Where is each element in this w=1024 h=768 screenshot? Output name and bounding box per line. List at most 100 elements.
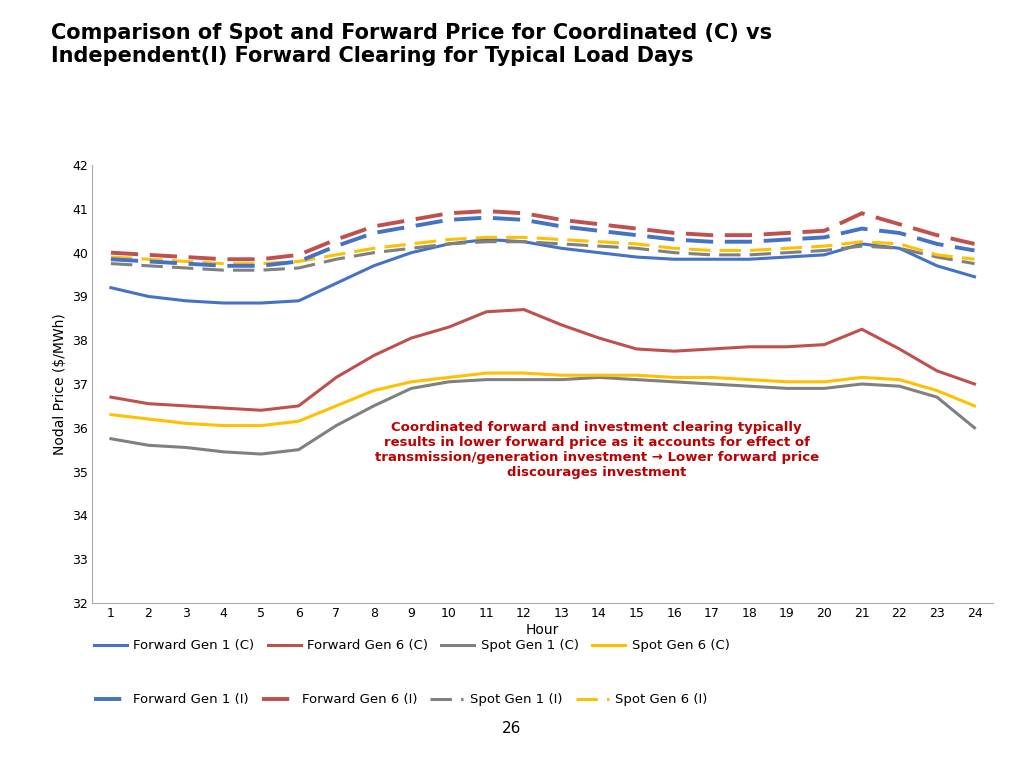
Forward Gen 1 (C) — [255, 299, 267, 308]
Spot Gen 6 (C) — [406, 377, 418, 386]
Spot Gen 6 (I) — [368, 243, 380, 253]
Forward Gen 6 (C) — [631, 344, 643, 353]
Spot Gen 6 (C) — [668, 372, 680, 382]
Forward Gen 1 (C) — [743, 255, 756, 264]
Forward Gen 6 (I) — [743, 230, 756, 240]
Spot Gen 1 (I) — [818, 246, 830, 255]
Forward Gen 6 (C) — [518, 305, 530, 314]
Text: 26: 26 — [503, 721, 521, 737]
Forward Gen 6 (C) — [593, 333, 605, 343]
Forward Gen 1 (C) — [368, 261, 380, 270]
Spot Gen 1 (C) — [593, 372, 605, 382]
Spot Gen 1 (I) — [217, 266, 229, 275]
Spot Gen 1 (I) — [368, 248, 380, 257]
Forward Gen 6 (C) — [480, 307, 493, 316]
Spot Gen 1 (I) — [706, 250, 718, 260]
Forward Gen 6 (I) — [293, 250, 305, 260]
Forward Gen 6 (I) — [480, 207, 493, 216]
Forward Gen 1 (C) — [818, 250, 830, 260]
Spot Gen 1 (C) — [142, 441, 155, 450]
Forward Gen 1 (C) — [406, 248, 418, 257]
Forward Gen 6 (I) — [931, 230, 943, 240]
Forward Gen 1 (I) — [555, 222, 567, 231]
Spot Gen 6 (C) — [893, 375, 905, 384]
Spot Gen 6 (C) — [330, 401, 342, 410]
Forward Gen 6 (I) — [893, 220, 905, 229]
Spot Gen 1 (C) — [631, 375, 643, 384]
Spot Gen 1 (C) — [818, 384, 830, 393]
Forward Gen 1 (C) — [931, 261, 943, 270]
Forward Gen 6 (I) — [518, 209, 530, 218]
Spot Gen 1 (I) — [330, 255, 342, 264]
Spot Gen 1 (C) — [668, 377, 680, 386]
Line: Forward Gen 1 (I): Forward Gen 1 (I) — [111, 217, 975, 266]
Line: Spot Gen 1 (I): Spot Gen 1 (I) — [111, 242, 975, 270]
Spot Gen 6 (C) — [104, 410, 117, 419]
Spot Gen 6 (I) — [142, 255, 155, 264]
Forward Gen 1 (I) — [743, 237, 756, 247]
Spot Gen 6 (I) — [743, 246, 756, 255]
Spot Gen 1 (C) — [706, 379, 718, 389]
Spot Gen 1 (I) — [480, 237, 493, 247]
Spot Gen 6 (I) — [330, 250, 342, 260]
Spot Gen 1 (I) — [931, 253, 943, 262]
Spot Gen 6 (I) — [518, 233, 530, 242]
Forward Gen 1 (C) — [518, 237, 530, 247]
Spot Gen 6 (I) — [631, 240, 643, 249]
Spot Gen 1 (I) — [255, 266, 267, 275]
Spot Gen 1 (C) — [442, 377, 455, 386]
Forward Gen 1 (I) — [142, 257, 155, 266]
Forward Gen 6 (I) — [330, 235, 342, 244]
Spot Gen 1 (C) — [217, 447, 229, 456]
Spot Gen 1 (C) — [104, 434, 117, 443]
Forward Gen 1 (I) — [818, 233, 830, 242]
Forward Gen 1 (C) — [780, 253, 793, 262]
Forward Gen 1 (C) — [668, 255, 680, 264]
Forward Gen 6 (C) — [180, 401, 193, 410]
Spot Gen 6 (I) — [931, 250, 943, 260]
Spot Gen 6 (I) — [442, 235, 455, 244]
Forward Gen 1 (I) — [104, 255, 117, 264]
Forward Gen 1 (I) — [406, 222, 418, 231]
Spot Gen 6 (I) — [668, 243, 680, 253]
Forward Gen 1 (C) — [180, 296, 193, 306]
Forward Gen 6 (C) — [104, 392, 117, 402]
Forward Gen 1 (C) — [142, 292, 155, 301]
Line: Spot Gen 1 (C): Spot Gen 1 (C) — [111, 377, 975, 454]
Spot Gen 6 (I) — [856, 237, 868, 247]
Forward Gen 6 (C) — [142, 399, 155, 409]
Spot Gen 1 (C) — [293, 445, 305, 455]
Spot Gen 6 (C) — [368, 386, 380, 396]
Forward Gen 6 (C) — [706, 344, 718, 353]
Spot Gen 6 (C) — [931, 386, 943, 396]
Spot Gen 1 (C) — [255, 449, 267, 458]
Forward Gen 1 (I) — [668, 235, 680, 244]
Forward Gen 6 (I) — [668, 228, 680, 237]
Spot Gen 1 (C) — [518, 375, 530, 384]
Spot Gen 1 (I) — [743, 250, 756, 260]
Forward Gen 1 (C) — [969, 272, 981, 281]
Line: Spot Gen 6 (I): Spot Gen 6 (I) — [111, 237, 975, 263]
Forward Gen 6 (C) — [255, 406, 267, 415]
Forward Gen 6 (C) — [668, 346, 680, 356]
Spot Gen 1 (I) — [969, 259, 981, 268]
Text: Comparison of Spot and Forward Price for Coordinated (C) vs
Independent(I) Forwa: Comparison of Spot and Forward Price for… — [51, 23, 772, 66]
Forward Gen 1 (C) — [593, 248, 605, 257]
Forward Gen 6 (I) — [969, 240, 981, 249]
Forward Gen 6 (C) — [330, 372, 342, 382]
Spot Gen 1 (C) — [856, 379, 868, 389]
Spot Gen 6 (C) — [142, 415, 155, 424]
Spot Gen 1 (I) — [142, 261, 155, 270]
Spot Gen 6 (I) — [780, 243, 793, 253]
Forward Gen 1 (C) — [104, 283, 117, 293]
Forward Gen 6 (C) — [931, 366, 943, 376]
Spot Gen 1 (I) — [442, 240, 455, 249]
Spot Gen 6 (I) — [255, 259, 267, 268]
Legend: Forward Gen 1 (I), Forward Gen 6 (I), Spot Gen 1 (I), Spot Gen 6 (I): Forward Gen 1 (I), Forward Gen 6 (I), Sp… — [88, 688, 713, 711]
Forward Gen 6 (C) — [442, 323, 455, 332]
Y-axis label: Nodal Price ($/MWh): Nodal Price ($/MWh) — [52, 313, 67, 455]
Forward Gen 6 (I) — [856, 209, 868, 218]
Forward Gen 1 (C) — [856, 240, 868, 249]
Spot Gen 1 (I) — [631, 243, 643, 253]
Forward Gen 6 (C) — [969, 379, 981, 389]
